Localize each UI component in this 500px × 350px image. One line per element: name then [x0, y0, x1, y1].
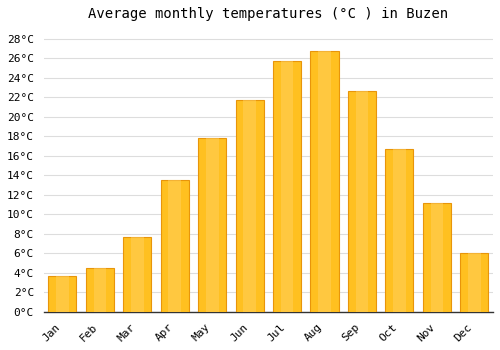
Bar	[310, 51, 338, 312]
Bar	[356, 91, 368, 312]
Bar	[206, 138, 218, 312]
Bar	[131, 237, 143, 312]
Title: Average monthly temperatures (°C ) in Buzen: Average monthly temperatures (°C ) in Bu…	[88, 7, 448, 21]
Bar	[460, 253, 488, 312]
Bar	[56, 276, 68, 312]
Bar	[236, 100, 264, 312]
Bar	[318, 51, 331, 312]
Bar	[393, 149, 406, 312]
Bar	[94, 268, 106, 312]
Bar	[430, 203, 443, 312]
Bar	[281, 61, 293, 312]
Bar	[123, 237, 152, 312]
Bar	[244, 100, 256, 312]
Bar	[160, 180, 189, 312]
Bar	[423, 203, 451, 312]
Bar	[168, 180, 181, 312]
Bar	[386, 149, 413, 312]
Bar	[198, 138, 226, 312]
Bar	[348, 91, 376, 312]
Bar	[86, 268, 114, 312]
Bar	[273, 61, 301, 312]
Bar	[48, 276, 76, 312]
Bar	[468, 253, 480, 312]
